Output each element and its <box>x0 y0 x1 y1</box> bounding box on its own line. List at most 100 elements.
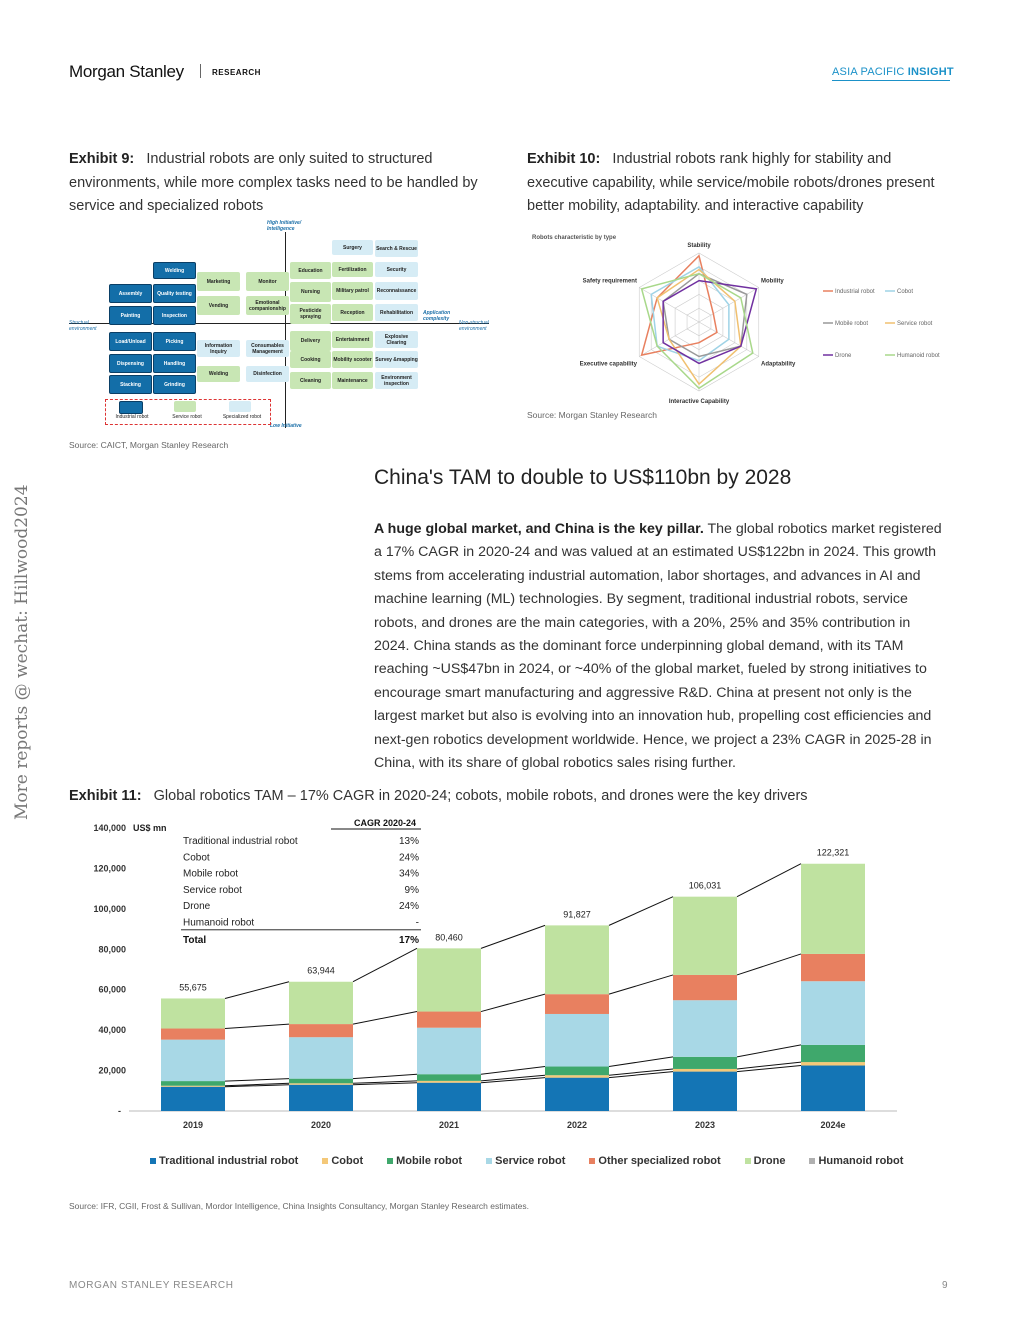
axis-label-left: Structual environment <box>69 320 97 332</box>
page-number: 9 <box>942 1280 948 1291</box>
axis-label-application: Application complexity <box>423 310 451 322</box>
cagr-row-value: 13% <box>399 836 419 847</box>
bar-segment <box>801 863 865 954</box>
vertical-axis <box>285 232 286 428</box>
cagr-row-label: Mobile robot <box>183 869 238 880</box>
connector-line <box>224 1084 290 1088</box>
legend-label: Service robot <box>495 1155 566 1167</box>
radar-subtitle: Robots characteristic by type <box>532 235 617 241</box>
bar-segment <box>417 1082 481 1111</box>
legend-label: Humanoid robot <box>818 1155 904 1167</box>
legend-label: Specialized robot <box>222 414 262 420</box>
service-robot-box: Nursing <box>290 282 331 302</box>
y-tick-label: - <box>118 1106 121 1116</box>
total-data-label: 106,031 <box>689 881 722 891</box>
header-rule <box>832 80 950 81</box>
watermark: More reports @ wechat: Hillwood2024 <box>12 484 32 820</box>
bar-segment <box>161 1085 225 1087</box>
service-robot-box: Welding <box>197 366 240 382</box>
bar-segment <box>801 953 865 982</box>
report-series: ASIA PACIFIC INSIGHT <box>832 66 954 78</box>
total-data-label: 91,827 <box>563 909 591 919</box>
bar-segment <box>161 1086 225 1111</box>
bar-segment <box>673 1071 737 1111</box>
horizontal-axis <box>69 323 489 324</box>
connector-line <box>224 1023 290 1030</box>
radar-legend-label: Service robot <box>897 321 933 327</box>
exhibit9-source: Source: CAICT, Morgan Stanley Research <box>69 440 229 450</box>
radar-axis-label: Interactive Capability <box>669 399 730 405</box>
service-robot-box: Entertainment <box>332 331 373 348</box>
exhibit9-title: Exhibit 9: Industrial robots are only su… <box>69 148 499 219</box>
legend-swatch <box>744 1158 751 1165</box>
bar-segment <box>417 1074 481 1081</box>
service-robot-box: Mobility scooter <box>332 351 373 368</box>
radar-axis-label: Safety requirement <box>583 279 637 285</box>
connector-line <box>352 1080 418 1084</box>
total-data-label: 55,675 <box>179 982 207 992</box>
axis-label-bottom: Low Initiative <box>270 423 302 429</box>
industrial-robot-box: Welding <box>153 262 196 279</box>
specialized-robot-box: Security <box>375 262 418 277</box>
industrial-robot-box: Dispensing <box>109 354 152 373</box>
exhibit11-label: Exhibit 11: <box>69 788 142 804</box>
y-tick-label: 40,000 <box>98 1025 126 1035</box>
bar-segment <box>801 1065 865 1111</box>
industrial-robot-box: Picking <box>153 332 196 351</box>
cagr-row-label: Drone <box>183 901 211 912</box>
connector-line <box>352 1011 418 1025</box>
brand-logo: Morgan Stanley <box>69 62 184 81</box>
legend-item: Cobot <box>322 1155 363 1167</box>
y-tick-label: 140,000 <box>93 823 126 833</box>
y-tick-label: 100,000 <box>93 904 126 914</box>
exhibit10-source: Source: Morgan Stanley Research <box>527 410 657 420</box>
legend-label: Service robot <box>172 414 202 420</box>
cagr-total-value: 17% <box>399 935 419 946</box>
connector-line <box>480 1077 546 1084</box>
radar-axis-label: Stability <box>687 243 711 249</box>
legend-label: Mobile robot <box>396 1155 463 1167</box>
unit-label: US$ mn <box>133 823 167 833</box>
radar-legend-label: Drone <box>835 353 852 359</box>
radar-series-line <box>662 279 758 365</box>
specialized-robot-box: Disinfection <box>246 366 289 382</box>
connector-line <box>352 1082 418 1086</box>
industrial-robot-box: Load/Unload <box>109 332 152 351</box>
service-robot-box: Cooking <box>290 351 331 368</box>
x-tick-label: 2024e <box>820 1120 845 1130</box>
x-tick-label: 2020 <box>311 1120 331 1130</box>
radar-legend-label: Mobile robot <box>835 321 868 327</box>
legend-item: Traditional industrial robot <box>150 1155 298 1167</box>
x-tick-label: 2019 <box>183 1120 203 1130</box>
cagr-row-label: Service robot <box>183 885 242 896</box>
service-robot-box: Pesticide spraying <box>290 304 331 324</box>
bar-segment <box>801 1044 865 1063</box>
total-data-label: 122,321 <box>817 848 850 858</box>
connector-line <box>608 1068 674 1076</box>
x-tick-label: 2023 <box>695 1120 715 1130</box>
legend-item: Mobile robot <box>387 1155 462 1167</box>
body-lead: A huge global market, and China is the k… <box>374 521 704 537</box>
service-robot-box: Monitor <box>246 272 289 291</box>
cagr-header: CAGR 2020-24 <box>354 818 416 828</box>
service-robot-box: Military patrol <box>332 282 373 300</box>
connector-line <box>608 1056 674 1068</box>
specialized-robot-box: Consumables Management <box>246 340 289 357</box>
bar-segment <box>545 994 609 1014</box>
bar-segment <box>673 974 737 1001</box>
legend-swatch <box>486 1158 493 1165</box>
radar-legend-label: Cobot <box>897 289 913 295</box>
specialized-robot-box: Environment inspection <box>375 372 418 389</box>
connector-line <box>608 896 674 926</box>
service-robot-box: Reception <box>332 304 373 321</box>
bar-segment <box>545 925 609 995</box>
cagr-row-value: 9% <box>405 885 420 896</box>
exhibit11-caption: Global robotics TAM – 17% CAGR in 2020-2… <box>153 788 808 804</box>
bar-segment <box>545 1013 609 1067</box>
body-paragraph: A huge global market, and China is the k… <box>374 518 949 775</box>
service-robot-box: Delivery <box>290 331 331 351</box>
axis-label-right: Non-structual environment <box>459 320 489 332</box>
bar-segment <box>161 1039 225 1082</box>
service-robot-box: Emotional companionship <box>246 296 289 315</box>
body-text: The global robotics market registered a … <box>374 521 942 772</box>
